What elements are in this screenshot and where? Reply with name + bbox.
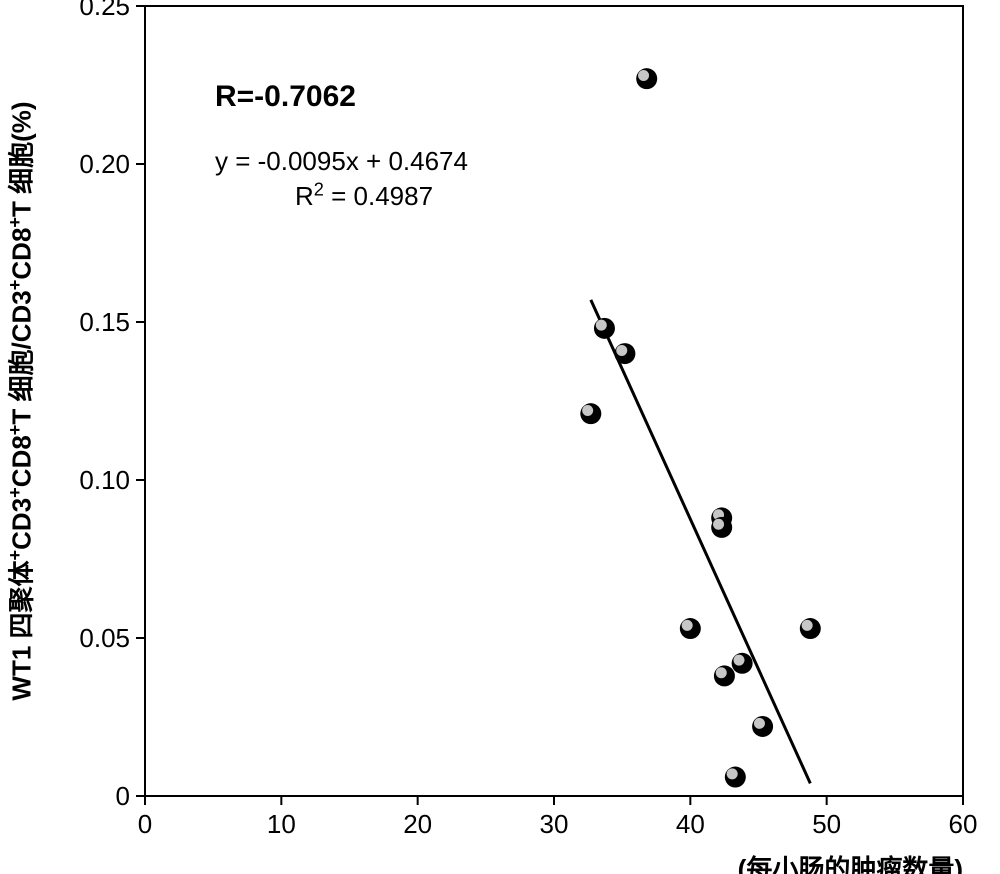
svg-text:0.20: 0.20: [79, 149, 130, 179]
svg-text:0.10: 0.10: [79, 465, 130, 495]
svg-text:0.25: 0.25: [79, 0, 130, 21]
svg-text:0: 0: [138, 809, 152, 839]
svg-text:50: 50: [812, 809, 841, 839]
svg-text:0: 0: [116, 781, 130, 811]
annotation-equation: y = -0.0095x + 0.4674: [215, 146, 468, 177]
x-axis-label: (每小肠的肿瘤数量): [738, 849, 963, 874]
scatter-chart: 0 10 20 30 40 50 60 0 0.05 0.10 0.15 0.20 0.25 WT1 四…: [0, 0, 1000, 874]
annotation-r: R=-0.7062: [215, 80, 356, 114]
chart-svg: 0 10 20 30 40 50 60 0 0.05 0.10 0.15 0.20 0.25: [0, 0, 1000, 874]
svg-text:40: 40: [676, 809, 705, 839]
annotation-r2: R2 = 0.4987: [295, 181, 433, 212]
svg-text:60: 60: [949, 809, 978, 839]
y-axis-label: WT1 四聚体+CD3+CD8+T 细胞/CD3+CD8+T 细胞(%): [2, 101, 39, 700]
svg-text:20: 20: [403, 809, 432, 839]
svg-text:0.05: 0.05: [79, 623, 130, 653]
svg-text:10: 10: [267, 809, 296, 839]
svg-text:0.15: 0.15: [79, 307, 130, 337]
svg-text:30: 30: [540, 809, 569, 839]
